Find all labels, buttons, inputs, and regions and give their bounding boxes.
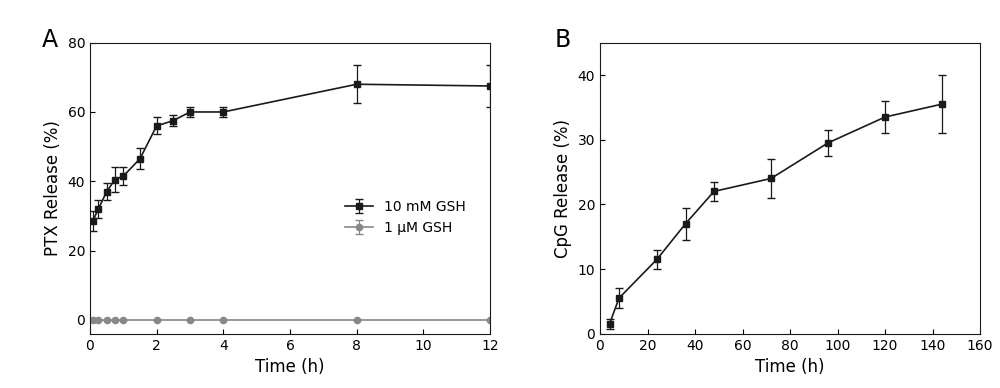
Text: B: B xyxy=(554,28,571,52)
Text: A: A xyxy=(42,28,58,52)
X-axis label: Time (h): Time (h) xyxy=(755,358,825,376)
Y-axis label: CpG Release (%): CpG Release (%) xyxy=(554,119,572,258)
Legend: 10 mM GSH, 1 μM GSH: 10 mM GSH, 1 μM GSH xyxy=(339,194,471,240)
X-axis label: Time (h): Time (h) xyxy=(255,358,325,376)
Y-axis label: PTX Release (%): PTX Release (%) xyxy=(44,120,62,256)
